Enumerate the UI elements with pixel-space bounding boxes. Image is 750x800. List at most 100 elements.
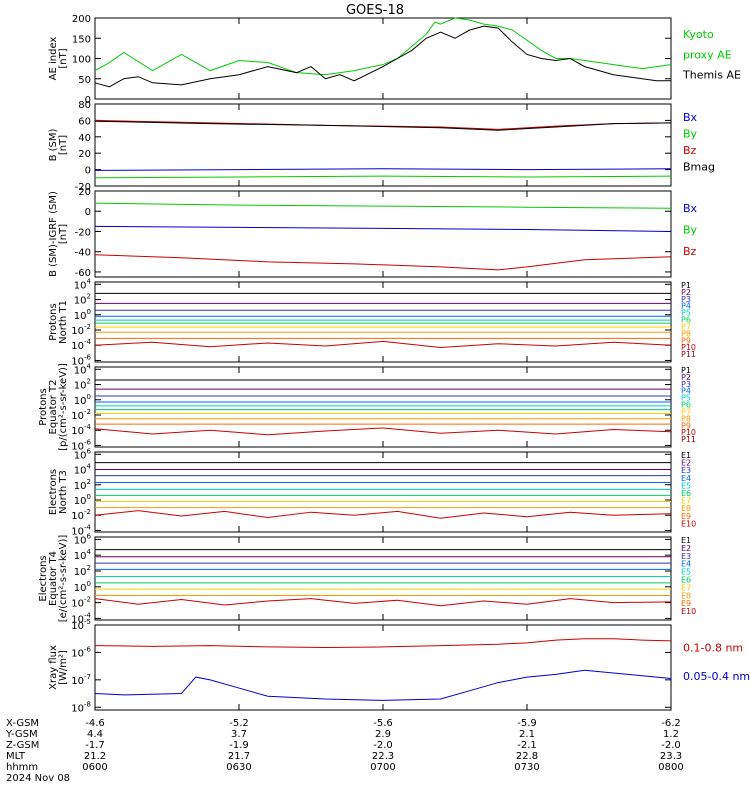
ephemeris-value: -5.6 bbox=[373, 718, 393, 729]
channel-label: P4 bbox=[681, 302, 691, 311]
y-tick-label: 10-2 bbox=[71, 323, 91, 337]
ephemeris-value: 0630 bbox=[226, 762, 251, 773]
channel-label: P11 bbox=[681, 435, 696, 444]
y-axis-label: ProtonsNorth T1 bbox=[48, 300, 69, 344]
channel-label: E3 bbox=[681, 552, 691, 561]
channel-label: P6 bbox=[681, 401, 691, 410]
y-tick-label: 10-6 bbox=[71, 645, 91, 659]
panel-frame bbox=[94, 366, 672, 448]
channel-label: P8 bbox=[681, 414, 691, 423]
series-line-0-05-0-4-nm bbox=[94, 669, 672, 701]
y-tick-label: 10-4 bbox=[71, 338, 91, 352]
channel-line-noisy bbox=[94, 510, 672, 519]
ephemeris-value: -2.0 bbox=[661, 740, 681, 751]
y-tick-label: 104 bbox=[74, 548, 92, 562]
y-tick-label: 0 bbox=[85, 207, 91, 218]
channel-label: P5 bbox=[681, 309, 691, 318]
ephemeris-value: -1.9 bbox=[229, 740, 249, 751]
y-tick-label: -60 bbox=[75, 268, 91, 279]
y-tick-label: 104 bbox=[74, 463, 92, 477]
y-tick-label: 60 bbox=[78, 116, 91, 127]
legend-label: 0.1-0.8 nm bbox=[683, 642, 743, 655]
series-line-by bbox=[94, 202, 672, 209]
y-tick-label: -20 bbox=[75, 182, 91, 193]
y-tick-label: -40 bbox=[75, 248, 91, 259]
y-tick-label: 102 bbox=[74, 478, 91, 492]
series-line-by bbox=[94, 175, 672, 179]
panel-frame bbox=[94, 451, 672, 533]
panel-frame bbox=[94, 281, 672, 363]
ephemeris-value: 21.7 bbox=[228, 751, 250, 762]
y-axis-label: B (SM)[nT] bbox=[48, 128, 69, 161]
y-tick-label: 0 bbox=[85, 95, 91, 106]
y-tick-label: 100 bbox=[74, 393, 91, 407]
legend-label: Bx bbox=[683, 202, 698, 215]
panel-frame bbox=[94, 103, 672, 187]
ephemeris-value: -4.6 bbox=[85, 718, 105, 729]
y-tick-label: 104 bbox=[74, 277, 92, 291]
series-line-bz bbox=[94, 254, 672, 271]
channel-label: E4 bbox=[681, 560, 691, 569]
y-tick-label: 0 bbox=[85, 166, 91, 177]
y-axis-label: ProtonsEquator T2[p/(cm²-s-sr-keV)] bbox=[38, 363, 69, 451]
ephemeris-value: -1.7 bbox=[85, 740, 105, 751]
legend-label: Bx bbox=[683, 111, 698, 124]
channel-label: P5 bbox=[681, 394, 691, 403]
legend-label: 0.05-0.4 nm bbox=[683, 670, 750, 683]
channel-label: P1 bbox=[681, 366, 691, 375]
y-tick-label: 20 bbox=[78, 149, 91, 160]
legend-label: proxy AE bbox=[683, 48, 732, 61]
ephemeris-value: 22.3 bbox=[372, 751, 394, 762]
series-line-bmag bbox=[94, 120, 672, 131]
panel-ae: 0 50 100 150 200 AE index[nT] Kyoto proxy AE The… bbox=[48, 14, 741, 106]
channel-label: E6 bbox=[681, 576, 691, 585]
panel-bigrf: -60 -40 -20 0 20 B (SM)-IGRF (SM)[nT] Bx By Bz bbox=[48, 187, 698, 279]
channel-label: P4 bbox=[681, 387, 691, 396]
channel-label: P10 bbox=[681, 343, 696, 352]
y-tick-label: 20 bbox=[78, 187, 91, 198]
channel-label: E6 bbox=[681, 489, 691, 498]
y-tick-label: 40 bbox=[78, 133, 91, 144]
ephemeris-value: 0600 bbox=[82, 762, 107, 773]
ephemeris-value: 2.9 bbox=[375, 729, 391, 740]
channel-label: E7 bbox=[681, 583, 691, 592]
series-line-themis-ae bbox=[94, 25, 671, 88]
plot-title: GOES-18 bbox=[346, 3, 404, 18]
legend-label: Bmag bbox=[683, 160, 715, 173]
ephemeris-value: 22.8 bbox=[516, 751, 538, 762]
channel-label: E10 bbox=[681, 519, 696, 528]
channel-label: P9 bbox=[681, 336, 691, 345]
channel-label: P8 bbox=[681, 329, 691, 338]
channel-label: E4 bbox=[681, 474, 691, 483]
channel-label: P2 bbox=[681, 373, 691, 382]
y-tick-label: 50 bbox=[78, 75, 91, 86]
channel-line-noisy bbox=[94, 598, 672, 607]
panel-bsm: -20 0 20 40 60 80 B (SM)[nT] Bx By Bz Bmag bbox=[48, 100, 715, 193]
legend-label: By bbox=[683, 224, 698, 237]
ephemeris-value: 1.2 bbox=[663, 729, 679, 740]
ephemeris-value: -2.0 bbox=[373, 740, 393, 751]
legend-label: Themis AE bbox=[682, 69, 741, 82]
ephemeris-value: 0800 bbox=[658, 762, 683, 773]
y-tick-label: 80 bbox=[78, 100, 91, 111]
ephemeris-row-label: hhmm bbox=[6, 762, 38, 773]
y-tick-label: 100 bbox=[74, 493, 91, 507]
series-line-bx bbox=[94, 168, 672, 171]
channel-label: P2 bbox=[681, 288, 691, 297]
channel-label: E1 bbox=[681, 536, 691, 545]
panel-frame bbox=[94, 624, 672, 711]
y-tick-label: 10-2 bbox=[71, 508, 91, 522]
y-axis-label: ElectronsNorth T3 bbox=[48, 469, 69, 515]
ephemeris-row-label: Y-GSM bbox=[5, 729, 38, 740]
y-tick-label: 10-2 bbox=[71, 408, 91, 422]
y-tick-label: 102 bbox=[74, 564, 91, 578]
channel-label: E2 bbox=[681, 459, 691, 468]
ephemeris-value: -5.2 bbox=[229, 718, 249, 729]
y-tick-label: 100 bbox=[74, 580, 91, 594]
